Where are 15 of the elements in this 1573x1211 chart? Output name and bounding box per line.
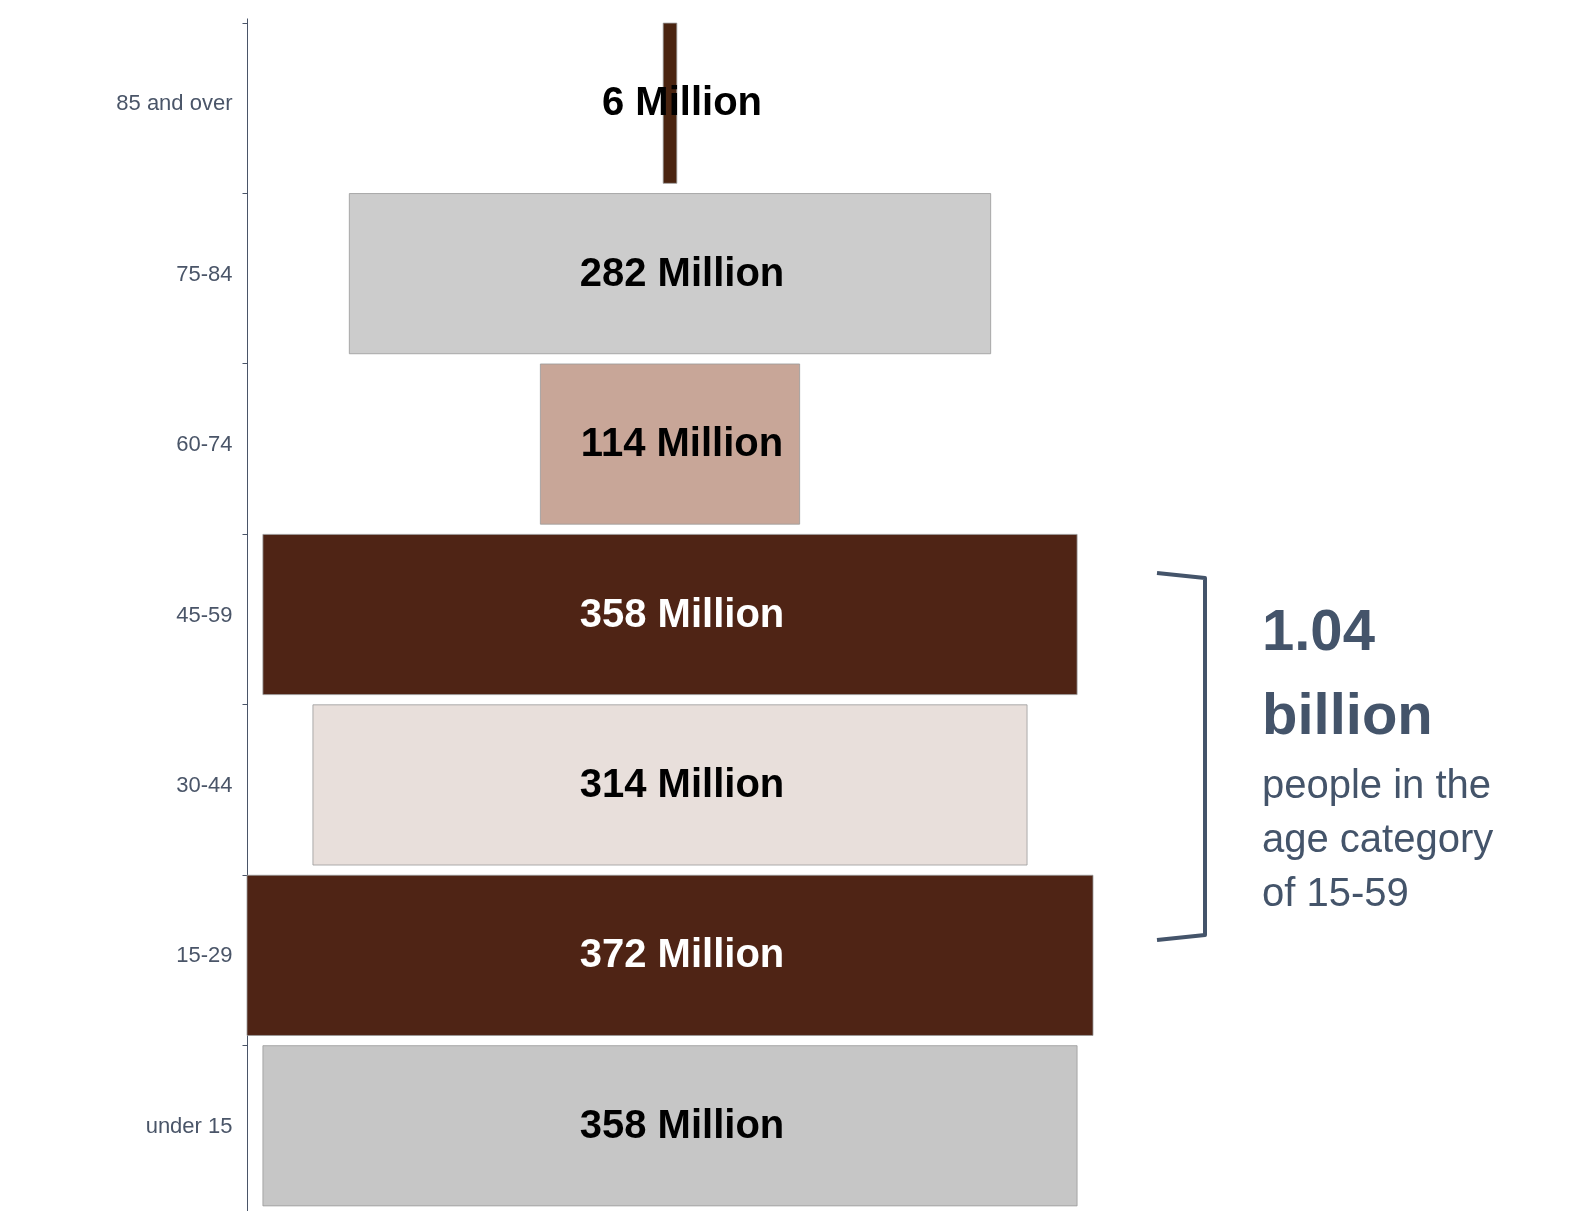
category-label: 30-44 (176, 771, 233, 797)
category-label: 60-74 (176, 431, 233, 457)
data-label: 282 Million (579, 249, 785, 294)
data-label: 358 Million (579, 1101, 785, 1146)
data-label: 114 Million (580, 420, 784, 465)
category-label: 75-84 (176, 260, 233, 286)
data-label: 372 Million (579, 931, 785, 976)
category-label: 15-29 (176, 942, 233, 968)
category-label: 45-59 (176, 601, 233, 627)
data-label: 314 Million (579, 760, 785, 805)
category-label: under 15 (145, 1112, 233, 1138)
text: 1.04 billion (1262, 597, 1433, 746)
data-label: 358 Million (579, 590, 785, 635)
text: people in the age category of 15-59 (1262, 762, 1494, 914)
category-label: 85 and over (116, 90, 233, 116)
